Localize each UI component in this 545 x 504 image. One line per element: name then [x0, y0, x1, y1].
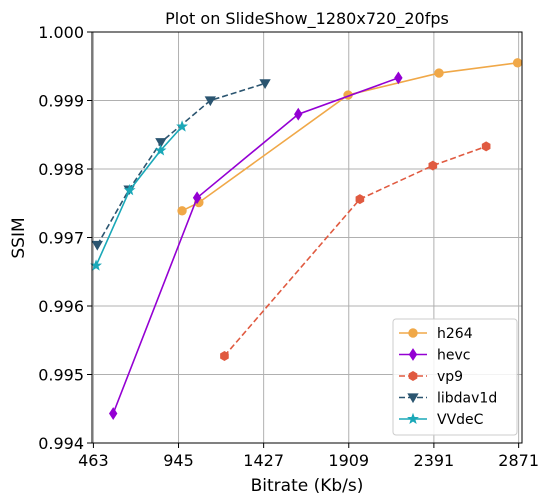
chart-title: Plot on SlideShow_1280x720_20fps [165, 9, 449, 29]
data-point-vp9 [481, 141, 491, 152]
series-line-vvdec [95, 125, 183, 266]
legend-marker [408, 328, 418, 338]
legend-label: vp9 [437, 369, 463, 385]
y-tick-label: 1.000 [38, 23, 84, 42]
data-point-libdav1d [91, 240, 103, 251]
legend-label: h264 [437, 326, 473, 342]
data-point-vp9 [220, 351, 229, 361]
legend-item-hevc: hevc [399, 348, 470, 364]
data-point-vp9 [355, 194, 365, 205]
series-layer [90, 58, 523, 420]
x-tick-label: 2871 [498, 451, 539, 470]
series-vvdec [90, 120, 188, 271]
data-point-vvdec [123, 183, 136, 196]
series-line-h264 [181, 62, 518, 212]
data-point-vvdec [154, 144, 167, 156]
data-point-vp9 [428, 160, 438, 171]
series-vp9 [220, 141, 491, 361]
data-point-libdav1d [204, 96, 216, 107]
legend-label: libdav1d [437, 391, 497, 407]
legend-marker [407, 412, 419, 425]
x-tick-label: 945 [163, 451, 194, 470]
data-point-hevc [192, 191, 202, 205]
series-line-vp9 [223, 145, 487, 357]
data-point-libdav1d [155, 138, 167, 148]
data-point-h264 [434, 68, 444, 78]
legend-item-h264: h264 [399, 326, 473, 342]
legend-item-vvdec: VVdeC [399, 412, 484, 428]
data-point-vvdec [176, 120, 188, 132]
legend: h264 hevc vp9 libdav1d VVdeC [392, 318, 518, 436]
legend-label: VVdeC [437, 412, 484, 428]
y-tick-label: 0.996 [38, 297, 84, 316]
legend-item-libdav1d: libdav1d [399, 391, 497, 407]
legend-marker [408, 371, 418, 381]
legend-item-vp9: vp9 [399, 369, 463, 385]
data-point-h264 [177, 206, 187, 216]
data-point-h264 [512, 58, 523, 68]
series-line-libdav1d [96, 82, 266, 246]
y-tick-label: 0.998 [38, 160, 84, 179]
data-point-hevc [394, 71, 403, 85]
y-axis-title: SSIM [9, 217, 29, 258]
data-point-hevc [294, 107, 303, 121]
y-tick-label: 0.999 [38, 92, 84, 111]
series-hevc [108, 71, 403, 420]
series-h264 [177, 58, 523, 216]
x-tick-label: 1909 [328, 451, 369, 470]
data-point-libdav1d [259, 79, 271, 89]
series-line-hevc [112, 77, 399, 414]
y-tick-label: 0.995 [38, 366, 84, 385]
y-tick-label: 0.994 [38, 434, 84, 453]
data-point-vvdec [90, 259, 102, 271]
series-libdav1d [91, 79, 271, 251]
ticks: 463 945 1427 1909 2391 2871 0.994 0.995 0.996 0.9… [38, 23, 539, 470]
legend-label: hevc [437, 348, 470, 364]
legend-marker [408, 348, 418, 361]
data-point-hevc [108, 407, 118, 420]
legend-marker [407, 393, 419, 404]
x-tick-label: 2391 [414, 451, 455, 470]
y-tick-label: 0.997 [38, 229, 84, 248]
x-tick-label: 1427 [243, 451, 284, 470]
x-tick-label: 463 [78, 451, 109, 470]
legend-box [392, 318, 518, 436]
x-axis-title: Bitrate (Kb/s) [251, 476, 364, 496]
